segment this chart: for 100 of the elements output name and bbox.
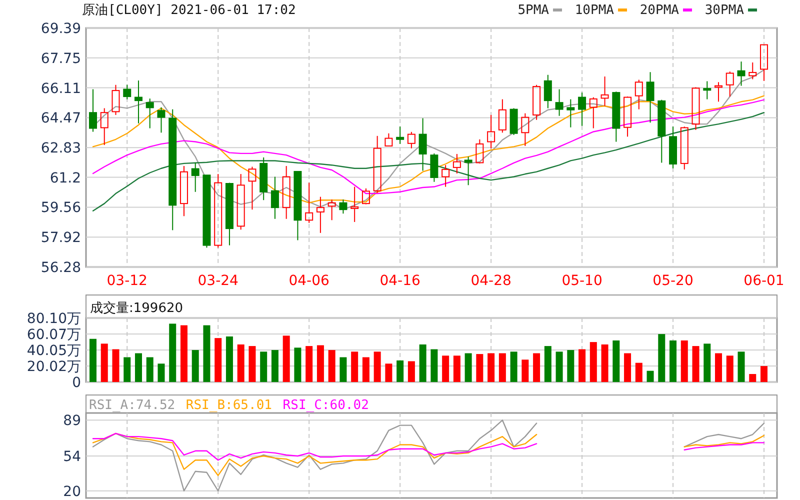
bar <box>282 336 290 382</box>
y-tick-label: 61.2 <box>50 170 81 186</box>
candlestick <box>703 80 712 100</box>
bar <box>522 360 529 382</box>
text: RSI_C:60.02 <box>282 398 369 413</box>
bar <box>351 352 358 382</box>
chart-title: 成交量:199620 <box>90 300 184 316</box>
candlestick <box>282 166 290 220</box>
bar <box>670 340 677 382</box>
candlestick <box>328 199 336 221</box>
y-tick-label: 40.05万 <box>26 343 81 359</box>
bar <box>271 350 278 382</box>
chart-title: 原油[CL00Y] 2021-06-01 17:02 <box>82 3 296 18</box>
bar <box>760 366 768 382</box>
candlestick <box>578 92 586 126</box>
bar <box>316 345 324 382</box>
bar <box>556 352 563 382</box>
bar <box>567 350 574 382</box>
bar <box>726 356 734 382</box>
y-tick-label: 56.28 <box>40 260 81 276</box>
y-tick-label: 67.75 <box>40 50 81 67</box>
bar <box>203 325 210 382</box>
bar <box>158 364 165 382</box>
bar <box>112 349 120 382</box>
bar <box>601 344 608 382</box>
bar <box>226 336 233 382</box>
bar <box>306 346 313 382</box>
bar <box>408 361 415 382</box>
legend-label: 5PMA <box>518 3 550 18</box>
bar <box>715 353 722 382</box>
y-tick-label: 20.02万 <box>26 359 81 376</box>
bar <box>385 364 392 382</box>
bar <box>430 349 438 382</box>
bar <box>658 334 666 382</box>
legend-label: 20PMA <box>640 3 680 18</box>
candlestick <box>555 88 564 116</box>
x-tick-label: 04-28 <box>470 273 512 289</box>
bar <box>192 350 199 382</box>
bar <box>419 344 426 382</box>
candlestick <box>714 82 723 102</box>
x-tick-label: 04-16 <box>380 273 420 289</box>
x-tick-label: 04-06 <box>288 273 330 289</box>
bar <box>544 346 552 382</box>
y-tick-label: 64.47 <box>40 110 81 127</box>
bar <box>248 346 256 382</box>
bar <box>328 350 336 382</box>
bar <box>646 370 654 382</box>
candlestick <box>260 156 268 201</box>
bar <box>488 353 495 382</box>
y-tick-label: 69.39 <box>40 21 81 37</box>
bar <box>146 357 154 382</box>
bar <box>396 360 404 382</box>
bar <box>294 348 302 382</box>
bar <box>100 344 108 382</box>
text: RSI_B:65.01 <box>186 398 272 413</box>
candlestick <box>305 182 314 224</box>
bar <box>124 357 131 382</box>
candlestick <box>646 72 654 124</box>
bar <box>464 353 472 382</box>
bar <box>612 340 620 382</box>
bar <box>214 338 222 382</box>
text: RSI_A:74.52 <box>89 398 176 413</box>
y-tick-label: 57.92 <box>40 230 81 246</box>
x-tick-label: 03-24 <box>198 273 239 289</box>
x-tick-label: 03-12 <box>106 273 148 289</box>
bar <box>260 352 268 382</box>
bar <box>635 362 642 382</box>
y-tick-label: 66.11 <box>40 80 81 97</box>
x-tick-label: 05-10 <box>562 273 602 289</box>
y-tick-label: 59.56 <box>40 200 82 216</box>
candlestick <box>350 186 359 222</box>
candlestick <box>134 80 142 124</box>
bar <box>692 346 700 382</box>
bar <box>180 325 188 382</box>
bar <box>476 354 484 382</box>
bar <box>374 352 381 382</box>
bar <box>738 352 745 382</box>
y-tick-label: 89 <box>63 413 81 430</box>
candlestick <box>270 176 279 220</box>
bar <box>704 344 711 382</box>
y-tick-label: 60.07万 <box>26 327 81 344</box>
y-tick-label: 54 <box>63 449 82 466</box>
bar <box>442 356 450 382</box>
bar <box>134 353 142 382</box>
candlestick <box>544 74 552 109</box>
candlestick <box>737 61 746 86</box>
bar <box>680 340 688 382</box>
bar <box>169 324 176 382</box>
bar <box>340 357 347 382</box>
bar <box>749 374 756 382</box>
bar <box>578 349 586 382</box>
candlestick <box>452 153 461 174</box>
bar <box>498 353 506 382</box>
bar <box>590 342 597 382</box>
candlestick <box>316 196 324 234</box>
line-series <box>92 112 765 212</box>
bar <box>362 357 370 382</box>
bar <box>510 352 518 382</box>
candlestick <box>487 114 496 149</box>
bar <box>453 356 460 382</box>
